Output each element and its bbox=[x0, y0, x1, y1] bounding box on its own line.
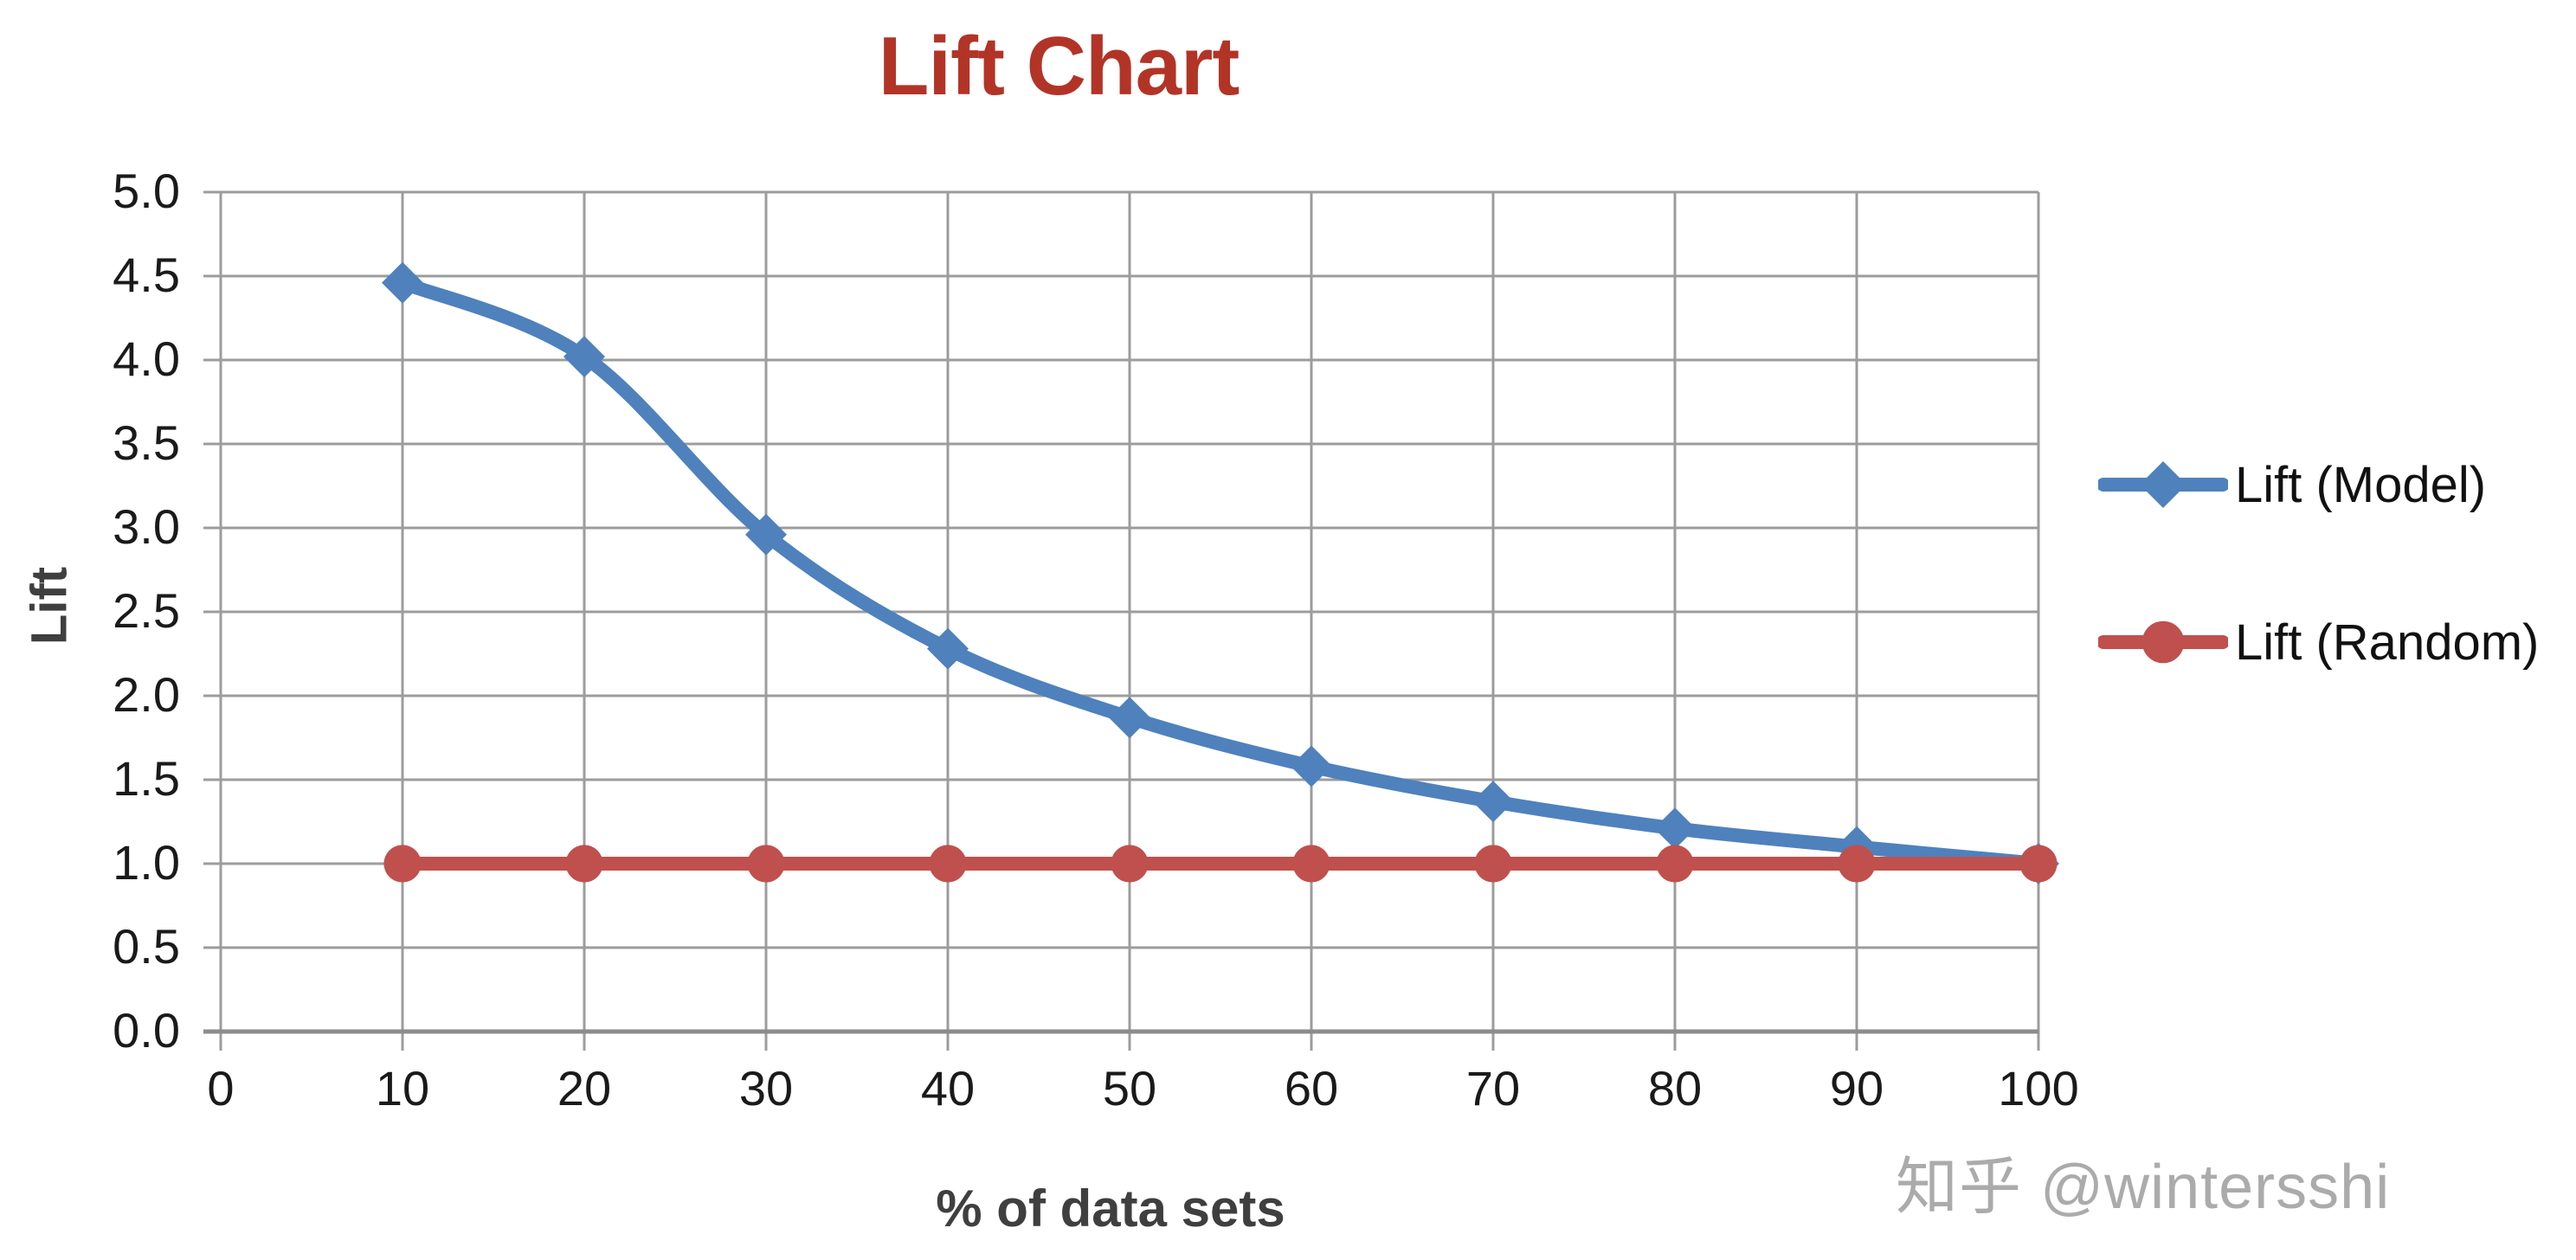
y-tick-label: 0.5 bbox=[113, 919, 180, 974]
y-tick-label: 0.0 bbox=[113, 1003, 180, 1058]
watermark: 知乎 @wintersshi bbox=[1896, 1153, 2391, 1222]
x-tick-label: 70 bbox=[1465, 1061, 1521, 1115]
data-point-marker bbox=[2019, 845, 2058, 883]
legend-item-random: Lift (Random) bbox=[2098, 603, 2539, 681]
data-point-marker bbox=[1474, 845, 1512, 883]
x-tick-label: 30 bbox=[738, 1061, 794, 1115]
x-axis-title: % of data sets bbox=[936, 1180, 1285, 1238]
data-point-marker bbox=[927, 627, 969, 670]
data-point-marker bbox=[383, 845, 422, 883]
legend-random-marker-icon bbox=[2098, 620, 2228, 664]
data-point-marker bbox=[1109, 697, 1150, 739]
data-point-marker bbox=[1292, 845, 1330, 883]
data-point-marker bbox=[747, 845, 785, 883]
x-tick-label: 100 bbox=[1998, 1061, 2079, 1115]
legend-item-model: Lift (Model) bbox=[2098, 446, 2486, 524]
data-point-marker bbox=[1111, 845, 1149, 883]
y-tick-label: 3.0 bbox=[113, 499, 180, 554]
x-tick-label: 80 bbox=[1647, 1061, 1703, 1115]
y-tick-label: 5.0 bbox=[113, 164, 180, 218]
chart-title: Lift Chart bbox=[878, 20, 1240, 112]
series-random bbox=[383, 845, 2058, 883]
y-tick-label: 1.0 bbox=[113, 835, 180, 890]
data-point-marker bbox=[1472, 781, 1514, 823]
data-point-marker bbox=[564, 336, 605, 378]
legend-sample-marker bbox=[2140, 461, 2186, 508]
y-tick-label: 2.5 bbox=[113, 583, 180, 638]
data-point-marker bbox=[1654, 807, 1696, 850]
y-tick-label: 2.0 bbox=[113, 667, 180, 722]
x-tick-label: 60 bbox=[1284, 1061, 1339, 1115]
legend-sample-marker bbox=[2141, 620, 2185, 664]
data-point-marker bbox=[382, 261, 423, 304]
data-point-marker bbox=[1656, 845, 1694, 883]
x-tick-label: 50 bbox=[1102, 1061, 1157, 1115]
y-tick-label: 1.5 bbox=[113, 751, 180, 806]
data-point-marker bbox=[745, 513, 787, 556]
legend-model-label: Lift (Model) bbox=[2235, 456, 2487, 513]
series-line bbox=[396, 275, 2045, 871]
data-point-marker bbox=[565, 845, 603, 883]
legend-model-marker-icon bbox=[2098, 461, 2228, 508]
data-point-marker bbox=[1291, 745, 1332, 788]
data-point-marker bbox=[1838, 845, 1876, 883]
y-tick-label: 4.0 bbox=[113, 331, 180, 386]
y-tick-label: 4.5 bbox=[113, 248, 180, 302]
legend-random-label: Lift (Random) bbox=[2235, 614, 2540, 671]
x-tick-label: 40 bbox=[920, 1061, 976, 1115]
data-point-marker bbox=[929, 845, 967, 883]
x-tick-label: 10 bbox=[375, 1061, 430, 1115]
x-tick-label: 20 bbox=[557, 1061, 612, 1115]
x-tick-label: 90 bbox=[1829, 1061, 1884, 1115]
y-tick-label: 3.5 bbox=[113, 415, 180, 470]
series-model bbox=[382, 261, 2059, 884]
x-tick-label: 0 bbox=[207, 1061, 235, 1115]
